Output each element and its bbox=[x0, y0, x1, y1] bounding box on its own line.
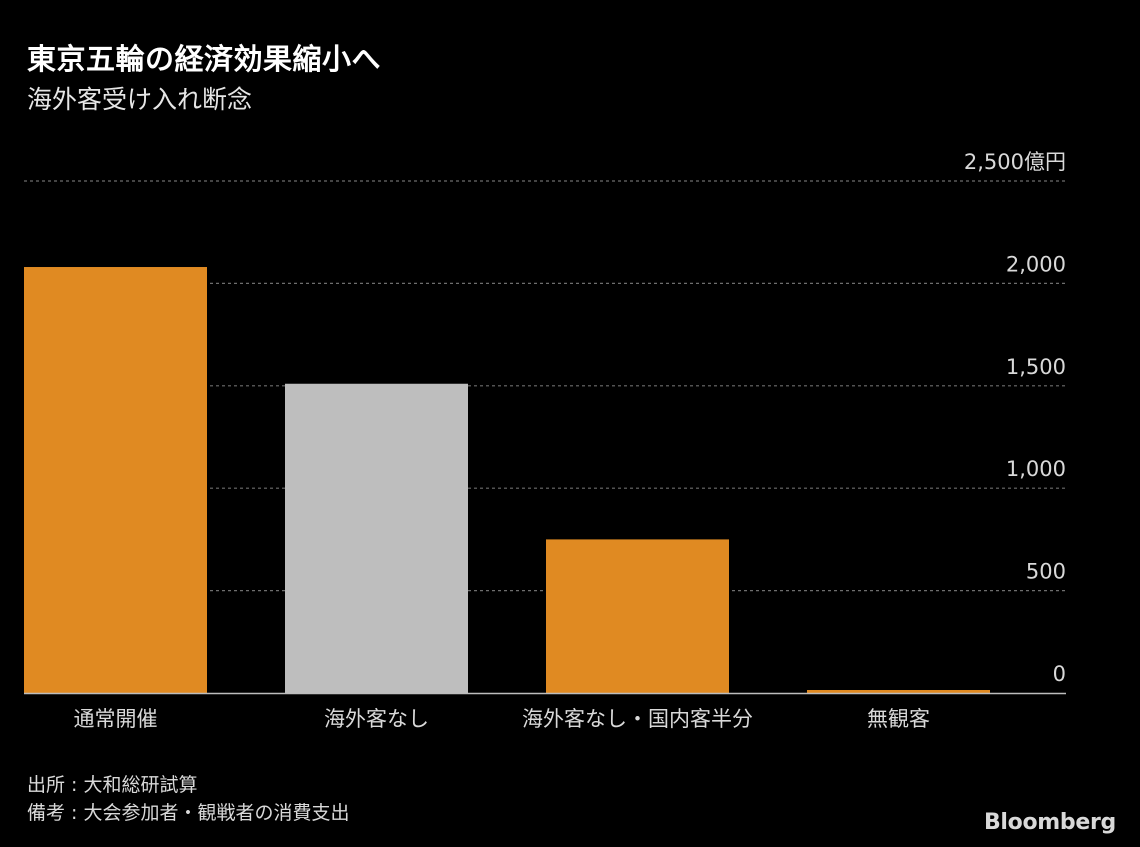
remarks-note: 備考 : 大会参加者・観戦者の消費支出 bbox=[27, 802, 350, 824]
footnotes: 出所 : 大和総研試算 備考 : 大会参加者・観戦者の消費支出 bbox=[27, 771, 349, 827]
x-category-label: 海外客なし bbox=[324, 707, 429, 731]
bar-2 bbox=[285, 383, 468, 693]
x-category-label: 通常開催 bbox=[74, 707, 158, 731]
bar-3 bbox=[546, 539, 729, 693]
y-tick-label: 1,500 bbox=[1006, 355, 1066, 379]
source-note: 出所 : 大和総研試算 bbox=[27, 774, 198, 796]
bar-1 bbox=[24, 267, 207, 693]
x-category-label: 無観客 bbox=[867, 707, 930, 731]
y-tick-label: 2,000 bbox=[1006, 252, 1066, 276]
bar-4 bbox=[807, 690, 990, 693]
chart-title: 東京五輪の経済効果縮小へ bbox=[27, 42, 382, 76]
chart-subtitle: 海外客受け入れ断念 bbox=[27, 85, 253, 114]
bloomberg-logo: Bloomberg bbox=[983, 810, 1116, 835]
y-tick-label: 2,500億円 bbox=[964, 150, 1066, 174]
y-tick-label: 1,000 bbox=[1006, 457, 1066, 481]
x-category-label: 海外客なし・国内客半分 bbox=[522, 707, 753, 731]
y-tick-label: 500 bbox=[1026, 560, 1066, 584]
y-tick-label: 0 bbox=[1053, 662, 1066, 686]
